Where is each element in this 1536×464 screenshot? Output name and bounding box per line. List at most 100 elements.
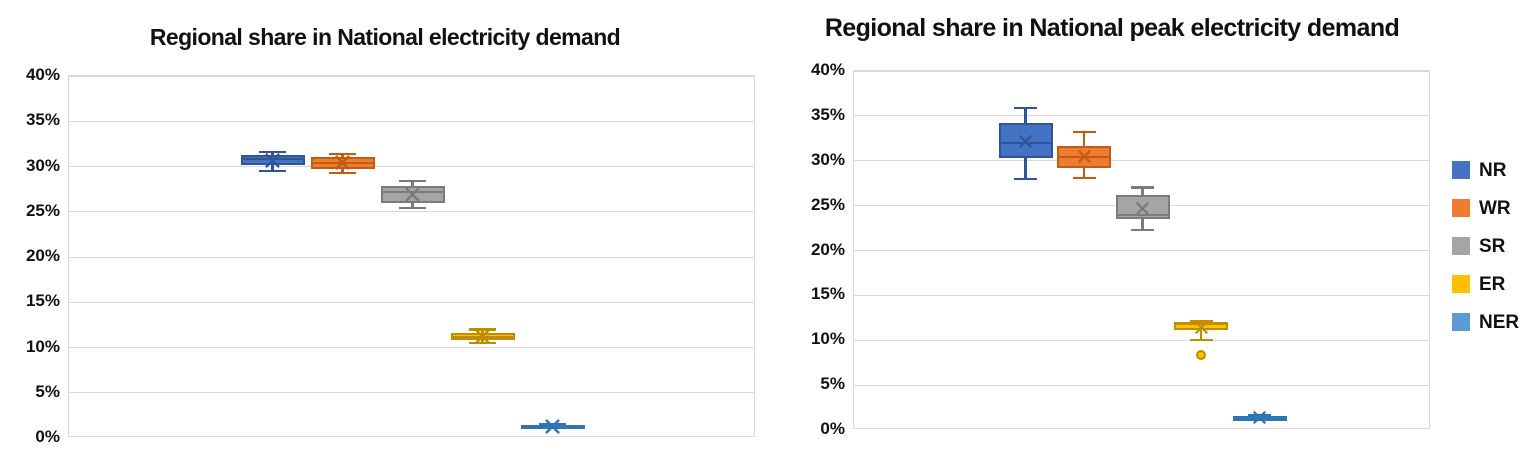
gridline	[854, 70, 1429, 72]
whisker-cap	[1072, 130, 1096, 134]
y-tick-label: 25%	[810, 194, 845, 214]
legend-swatch	[1452, 275, 1470, 293]
legend-label: NER	[1479, 311, 1520, 333]
gridline	[854, 250, 1429, 251]
whisker-cap	[1248, 414, 1271, 417]
median-line	[1115, 213, 1170, 216]
gridline	[69, 166, 754, 167]
mean-marker	[474, 328, 491, 350]
plot-area	[853, 70, 1430, 429]
gridline	[854, 294, 1429, 296]
plot-area	[68, 75, 755, 437]
gridline	[854, 115, 1429, 117]
whisker	[271, 152, 274, 155]
mean-marker	[1077, 149, 1092, 169]
whisker	[411, 180, 414, 187]
mean-marker	[1194, 320, 1209, 340]
y-tick-label: 35%	[25, 110, 60, 130]
chart-title: Regional share in National peak electric…	[824, 14, 1400, 42]
whisker-cap	[399, 179, 426, 183]
gridline	[854, 160, 1429, 162]
whisker-cap	[259, 169, 286, 173]
y-tick-label: 25%	[25, 200, 60, 220]
whisker-cap	[1014, 177, 1037, 180]
whisker	[1024, 158, 1027, 179]
legend-swatch	[1452, 161, 1470, 179]
legend: NR WR SR ER NER	[1452, 151, 1536, 341]
gridline	[854, 384, 1429, 386]
whisker-cap	[469, 328, 496, 331]
y-tick-label: 15%	[25, 291, 60, 311]
legend-swatch	[1452, 199, 1470, 217]
y-tick-label: 5%	[35, 381, 60, 401]
whisker	[1082, 132, 1086, 147]
y-tick-label: 0%	[820, 419, 845, 438]
whisker-cap	[1189, 339, 1213, 342]
whisker-cap	[329, 152, 356, 156]
y-tick-label: 20%	[810, 239, 845, 259]
gridline	[69, 256, 754, 258]
y-tick-label: 10%	[810, 329, 845, 349]
legend-item-WR: WR	[1452, 189, 1536, 227]
mean-marker	[264, 152, 281, 174]
whisker-cap	[1131, 186, 1154, 189]
chart-title: Regional share in National electricity d…	[149, 24, 621, 50]
whisker	[341, 169, 344, 173]
whisker	[1199, 330, 1203, 341]
whisker	[1024, 107, 1027, 124]
gridline	[854, 339, 1429, 341]
y-tick-label: 30%	[25, 155, 60, 175]
mean-marker	[404, 186, 421, 208]
gridline	[69, 347, 754, 348]
whisker	[1141, 187, 1144, 195]
legend-label: SR	[1479, 235, 1506, 257]
y-tick-label: 35%	[810, 104, 845, 124]
gridline	[69, 75, 754, 77]
outlier-point	[1196, 349, 1206, 360]
mean-marker	[1135, 201, 1150, 221]
legend-label: ER	[1479, 273, 1506, 295]
whisker-cap	[1189, 320, 1213, 323]
whisker-cap	[1072, 176, 1096, 179]
mean-marker	[1252, 410, 1267, 430]
whisker-cap	[469, 341, 496, 345]
whisker	[1082, 167, 1086, 178]
whisker-cap	[539, 423, 566, 426]
legend-item-ER: ER	[1452, 265, 1536, 303]
legend-swatch	[1452, 237, 1470, 255]
y-tick-label: 20%	[25, 246, 60, 265]
whisker	[481, 329, 484, 333]
whisker-cap	[329, 171, 356, 175]
y-tick-label: 30%	[810, 149, 845, 169]
legend-item-SR: SR	[1452, 227, 1536, 265]
chart-national-electricity-demand: Regional share in National electricity d…	[25, 24, 755, 446]
median-line	[380, 190, 445, 193]
y-tick-label: 40%	[25, 65, 60, 84]
whisker	[271, 164, 274, 172]
mean-marker	[334, 154, 351, 176]
whisker	[1141, 219, 1144, 230]
whisker-cap	[1014, 106, 1037, 109]
gridline	[69, 211, 754, 213]
legend-label: NR	[1479, 159, 1507, 181]
y-tick-label: 5%	[820, 374, 845, 394]
y-tick-label: 10%	[25, 336, 60, 356]
gridline	[69, 120, 754, 122]
gridline	[69, 301, 754, 303]
y-tick-label: 0%	[35, 427, 60, 446]
median-line	[1174, 323, 1228, 326]
legend-label: WR	[1479, 197, 1511, 219]
whisker-cap	[399, 206, 426, 210]
whisker-cap	[259, 150, 286, 154]
gridline	[69, 392, 754, 394]
y-tick-label: 40%	[810, 60, 845, 79]
whisker	[481, 340, 484, 343]
y-tick-label: 15%	[810, 284, 845, 304]
whisker-cap	[1131, 228, 1154, 232]
mean-marker	[544, 418, 561, 440]
whisker	[411, 202, 414, 209]
whisker	[341, 153, 344, 158]
legend-item-NR: NR	[1452, 151, 1536, 189]
legend-swatch	[1452, 313, 1470, 331]
